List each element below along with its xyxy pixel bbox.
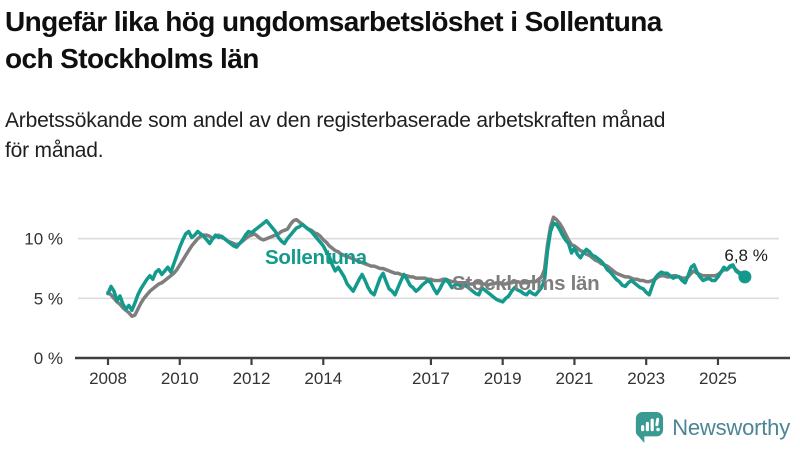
series-label-stockholms-län: Stockholms län bbox=[452, 272, 599, 295]
bar-3 bbox=[650, 418, 654, 432]
exclamation-bar bbox=[655, 417, 660, 427]
newsworthy-logo-icon bbox=[635, 412, 664, 443]
chart-subtitle: Arbetssökande som andel av den registerb… bbox=[5, 106, 795, 166]
x-tick-label-2017: 2017 bbox=[412, 369, 450, 388]
page-title: Ungefär lika hög ungdomsarbetslöshet i S… bbox=[5, 3, 795, 77]
x-tick-label-2012: 2012 bbox=[233, 369, 271, 388]
brand-wordmark: Newsworthy bbox=[672, 414, 790, 440]
y-tick-label-5: 5 % bbox=[34, 289, 63, 308]
title-line-1: Ungefär lika hög ungdomsarbetslöshet i S… bbox=[5, 6, 662, 37]
series-line-stockholms-län bbox=[106, 215, 747, 318]
x-tick-label-2019: 2019 bbox=[484, 369, 522, 388]
subtitle-line-1: Arbetssökande som andel av den registerb… bbox=[5, 109, 666, 132]
bar-2 bbox=[646, 421, 650, 432]
end-dot-sollentuna bbox=[738, 270, 752, 284]
series-label-sollentuna: Sollentuna bbox=[265, 246, 368, 269]
y-tick-label-10: 10 % bbox=[24, 230, 63, 249]
series-line-sollentuna bbox=[106, 219, 747, 313]
x-tick-label-2014: 2014 bbox=[304, 369, 342, 388]
title-line-2: och Stockholms län bbox=[5, 43, 259, 74]
x-tick-label-2021: 2021 bbox=[556, 369, 594, 388]
exclamation-dot bbox=[656, 427, 660, 432]
subtitle-line-2: för månad. bbox=[5, 139, 104, 162]
newsworthy-branding: Newsworthy bbox=[634, 411, 790, 444]
x-tick-label-2025: 2025 bbox=[699, 369, 737, 388]
end-annotation: 6,8 % bbox=[724, 246, 767, 265]
x-tick-label-2010: 2010 bbox=[161, 369, 199, 388]
y-tick-label-0: 0 % bbox=[34, 349, 63, 368]
bar-1 bbox=[641, 425, 645, 432]
speech-bubble-shape bbox=[635, 412, 664, 443]
x-tick-label-2023: 2023 bbox=[627, 369, 665, 388]
x-tick-label-2008: 2008 bbox=[89, 369, 127, 388]
